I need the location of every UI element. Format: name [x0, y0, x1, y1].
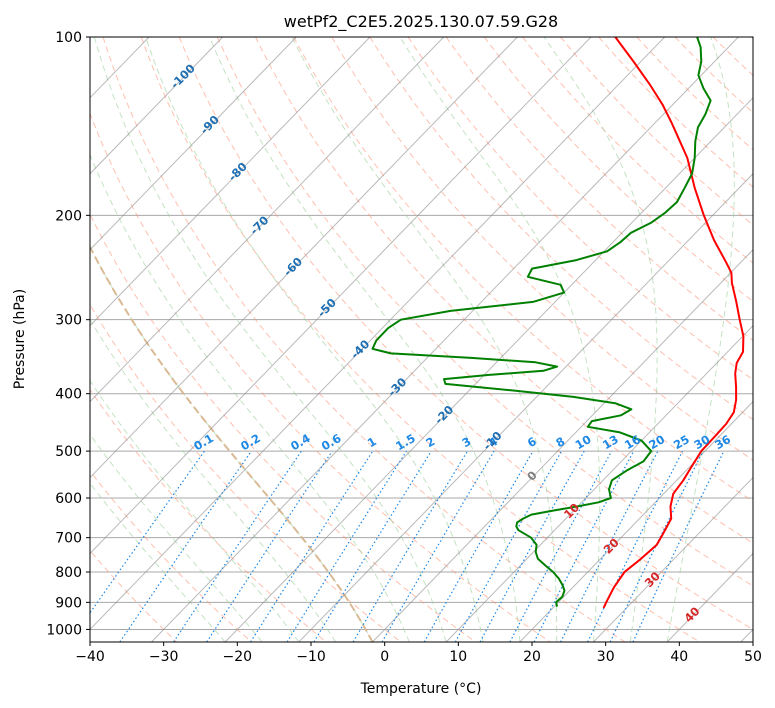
- freezing-adiabat-line: [90, 244, 374, 642]
- moist-adiabat-line: [90, 153, 410, 642]
- mixing-ratio-line: [479, 450, 585, 642]
- x-axis-label: Temperature (°C): [360, 681, 482, 697]
- dry-adiabat-line: [216, 37, 753, 587]
- x-tick-label: −30: [149, 649, 179, 665]
- moist-adiabat-line: [90, 482, 226, 642]
- isotherm-line: [90, 37, 224, 175]
- x-tick-label: −10: [296, 649, 326, 665]
- dry-adiabat-line: [90, 303, 402, 642]
- isotherm-line: [90, 37, 592, 555]
- mixing-ratio-line: [587, 450, 684, 642]
- dry-adiabat-line: [90, 213, 476, 642]
- dry-adiabat-line: [293, 37, 753, 502]
- moist-adiabat-line: [399, 37, 601, 642]
- dewpoint-line: [371, 37, 712, 607]
- dry-adiabat-line: [445, 37, 753, 341]
- mixing-ratio-line: [313, 450, 432, 642]
- x-tick-label: 40: [670, 649, 688, 665]
- y-tick-label: 800: [55, 565, 82, 581]
- mixing-ratio-line: [454, 450, 563, 642]
- dry-adiabat-line: [90, 112, 551, 642]
- y-tick-label: 900: [55, 595, 82, 611]
- mixing-ratio-line: [173, 450, 302, 642]
- isotherm-line: [151, 37, 739, 642]
- y-tick-label: 200: [55, 208, 82, 224]
- x-tick-label: 10: [449, 649, 467, 665]
- isotherm-line: [372, 249, 753, 642]
- dry-adiabat-line: [369, 37, 753, 421]
- y-tick-label: 100: [55, 30, 82, 46]
- y-axis-label: Pressure (hPa): [12, 289, 28, 389]
- mixing-ratio-line: [90, 450, 205, 614]
- dry-adiabat-line: [483, 37, 753, 302]
- isotherm-line: [90, 37, 445, 403]
- plot-frame: [89, 36, 754, 643]
- moist-adiabat-line: [145, 37, 484, 642]
- mixing-ratio-line: [509, 450, 613, 642]
- dry-adiabat-line: [636, 37, 753, 151]
- profile-lines: [371, 37, 745, 609]
- mixing-ratio-line: [560, 450, 659, 642]
- dry-adiabat-line: [522, 37, 753, 264]
- x-tick-label: 30: [597, 649, 615, 665]
- y-tick-label: 400: [55, 387, 82, 403]
- moist-adiabat-line: [291, 37, 558, 642]
- mixing-ratio-label: 30: [691, 432, 712, 452]
- y-tick-label: 600: [55, 491, 82, 507]
- moist-adiabat-line: [90, 433, 263, 642]
- moist-adiabat-line: [93, 37, 447, 642]
- x-tick-label: 50: [744, 649, 762, 665]
- y-tick-label: 300: [55, 313, 82, 329]
- y-axis: 1000 900 800 700 600 500 400 300 200 100: [46, 30, 90, 638]
- dry-adiabat-line: [140, 37, 700, 642]
- isotherm-line: [90, 37, 371, 327]
- moist-adiabat-line: [90, 318, 337, 642]
- y-tick-label: 700: [55, 531, 82, 547]
- moist-adiabat-line: [90, 245, 373, 642]
- dry-adiabat-line: [407, 37, 753, 381]
- x-tick-label: −20: [223, 649, 253, 665]
- chart-title: wetPf2_C2E5.2025.130.07.59.G28: [284, 12, 558, 32]
- mixing-ratio-line: [119, 450, 252, 642]
- isotherm-line: [519, 400, 753, 642]
- isotherm-line: [90, 37, 518, 479]
- isotherm-line: [445, 324, 753, 642]
- x-tick-label: 20: [523, 649, 541, 665]
- mixing-ratio-label: 16: [622, 432, 643, 452]
- mixing-ratio-label: 20: [646, 432, 667, 452]
- x-tick-label: 0: [380, 649, 389, 665]
- mixing-ratio-line: [206, 450, 333, 642]
- mixing-ratio-label: 10: [573, 432, 594, 452]
- y-tick-label: 500: [55, 444, 82, 460]
- moist-adiabat-line: [543, 37, 658, 642]
- plot-area: [90, 37, 753, 642]
- isotherm-line: [90, 37, 297, 251]
- x-tick-label: −40: [75, 649, 105, 665]
- dry-adiabat-line: [102, 37, 626, 642]
- mixing-ratio-label: 25: [671, 432, 692, 452]
- isotherm-line: [593, 476, 753, 642]
- moist-adiabat-line: [666, 37, 735, 642]
- dry-adiabat-line: [255, 37, 753, 544]
- temperature-line: [602, 37, 745, 609]
- isotherm-line: [224, 97, 753, 642]
- isotherm-line: [298, 173, 753, 642]
- mixing-ratio-line: [250, 450, 374, 642]
- mixing-ratio-label: 36: [712, 432, 733, 452]
- y-tick-label: 1000: [46, 622, 82, 638]
- isotherm-line: [90, 37, 666, 631]
- mixing-ratio-label: 13: [600, 432, 621, 452]
- moist-adiabat-line: [209, 37, 521, 642]
- x-axis: −40 −30 −20 −10 0 10 20 30 40 50: [75, 642, 762, 665]
